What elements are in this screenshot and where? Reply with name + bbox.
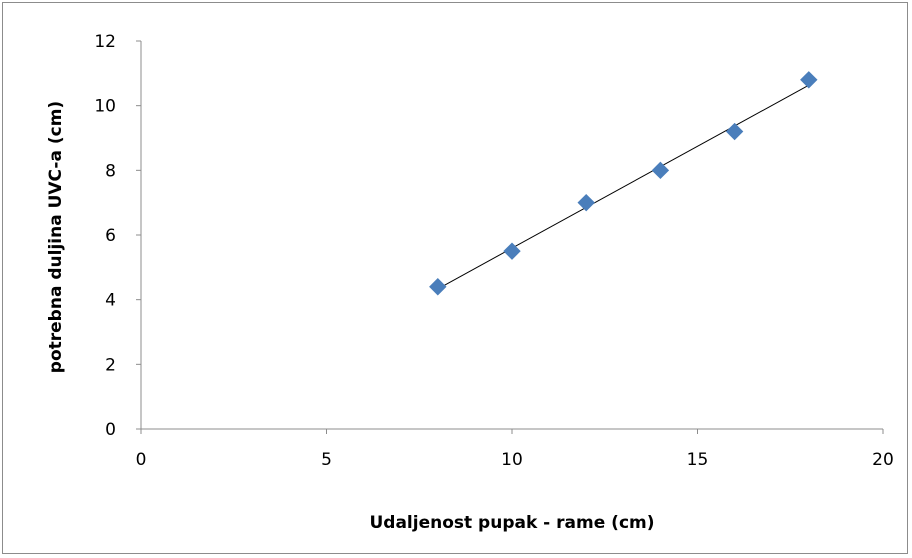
x-tick-label: 20 — [872, 450, 894, 470]
y-tick-label: 10 — [94, 97, 116, 117]
axes — [136, 40, 884, 434]
scatter-chart: 0 2 4 6 8 10 12 0 5 10 15 20 Udaljenost pupak - ram… — [46, 32, 894, 533]
data-point — [503, 242, 521, 260]
y-tick-label: 0 — [105, 420, 116, 440]
x-axis-title: Udaljenost pupak - rame (cm) — [369, 513, 654, 533]
y-tick-label: 8 — [105, 161, 116, 181]
data-point — [725, 122, 744, 141]
data-point — [651, 161, 670, 180]
y-axis-title: potrebna duljina UVC-a (cm) — [46, 101, 66, 373]
x-tick-label: 15 — [687, 450, 709, 470]
x-tick-label: 10 — [501, 450, 523, 470]
data-point — [429, 278, 447, 296]
data-points — [429, 71, 818, 296]
y-tick-label: 2 — [105, 355, 116, 375]
y-tick-label: 12 — [94, 32, 116, 52]
y-tick-label: 6 — [105, 226, 116, 246]
x-tick-label: 0 — [136, 450, 147, 470]
tick-labels: 0 2 4 6 8 10 12 0 5 10 15 20 — [94, 32, 893, 470]
y-tick-label: 4 — [105, 291, 116, 311]
x-tick-label: 5 — [321, 450, 332, 470]
data-point — [800, 71, 818, 89]
trendline-layer — [437, 84, 810, 290]
trendline — [437, 84, 810, 290]
data-point — [577, 193, 595, 212]
